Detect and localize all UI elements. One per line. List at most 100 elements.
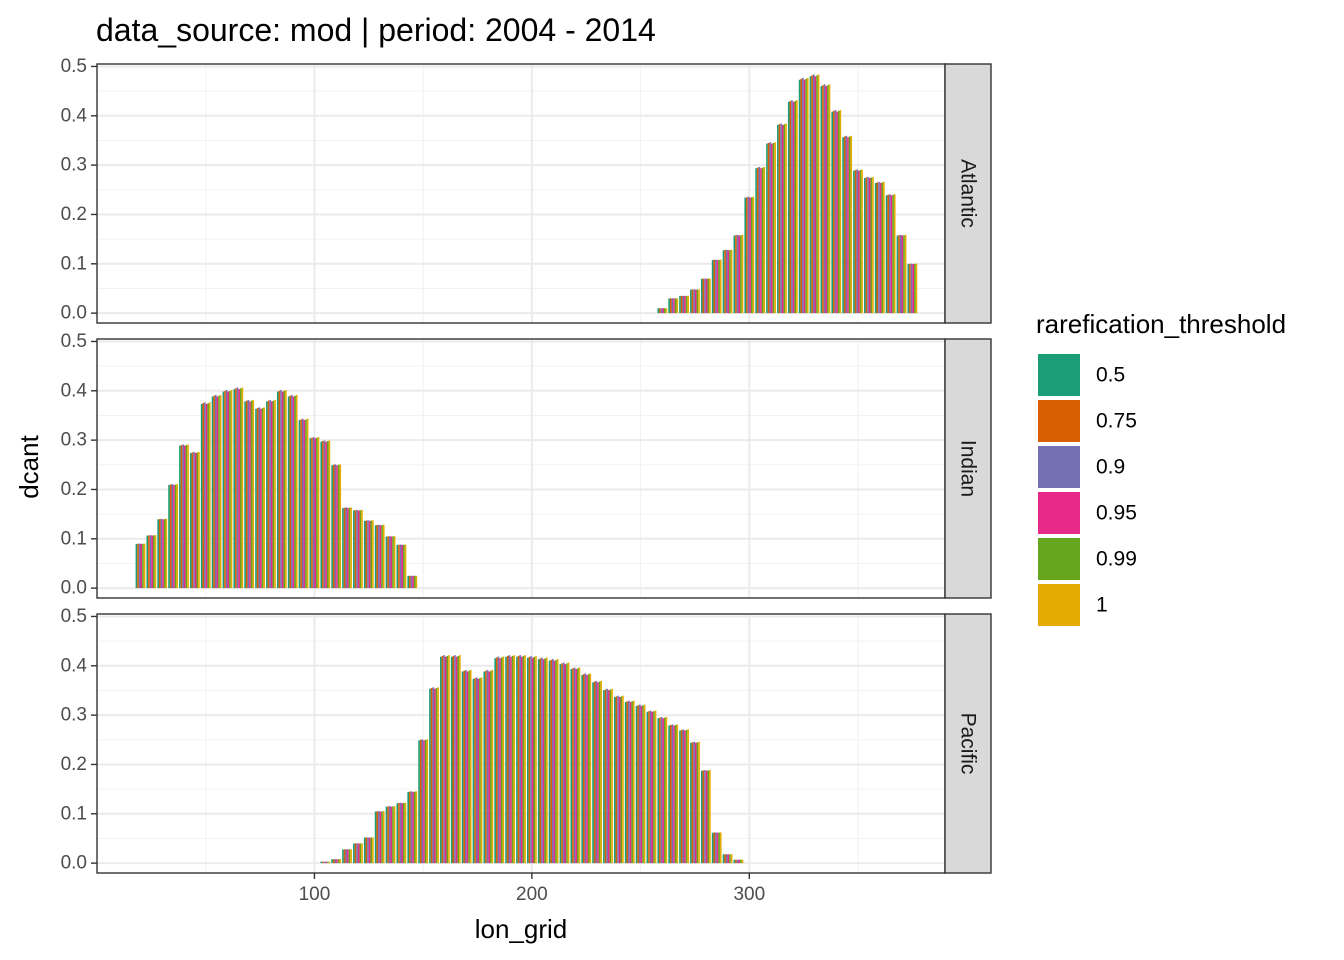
bar	[794, 101, 797, 314]
bar	[696, 742, 699, 864]
bar	[359, 843, 362, 864]
bar	[687, 295, 689, 314]
bar	[696, 289, 699, 314]
bar	[798, 79, 801, 314]
bar	[353, 510, 355, 589]
bar	[137, 543, 139, 589]
bar	[796, 100, 798, 314]
bar	[437, 687, 439, 864]
bar	[365, 520, 368, 589]
bar	[629, 701, 632, 864]
bar	[836, 111, 838, 314]
bar	[238, 389, 240, 589]
y-tick-label: 0.0	[61, 578, 87, 599]
bar	[740, 859, 742, 864]
bar	[336, 465, 338, 589]
bar	[736, 859, 739, 864]
bar	[845, 135, 848, 314]
bar	[472, 678, 475, 864]
bar	[224, 390, 226, 589]
bar	[872, 176, 874, 314]
bar	[255, 408, 257, 589]
bar	[200, 403, 203, 589]
bar	[294, 395, 296, 589]
bar	[325, 861, 327, 864]
bar	[709, 770, 711, 864]
bar	[548, 660, 551, 864]
bar	[385, 806, 388, 864]
bar	[276, 391, 279, 589]
bar	[424, 739, 427, 864]
y-tick-label: 0.1	[61, 803, 87, 824]
bar	[455, 656, 458, 864]
bar	[361, 843, 363, 864]
bar	[289, 395, 292, 589]
bar	[376, 811, 379, 864]
bar	[889, 194, 891, 314]
bar	[663, 717, 666, 864]
bar	[469, 669, 472, 864]
bar	[317, 437, 320, 589]
bar	[878, 181, 880, 314]
bar	[214, 394, 217, 589]
bar	[198, 451, 200, 589]
bar	[301, 418, 304, 589]
bar	[388, 806, 391, 864]
bar	[365, 837, 368, 864]
facet-strip	[944, 63, 992, 324]
bar	[820, 86, 823, 314]
bar	[576, 668, 579, 864]
bar	[772, 142, 775, 314]
bar	[332, 859, 335, 864]
bar	[680, 295, 683, 314]
bar	[403, 544, 405, 589]
bar	[465, 669, 467, 864]
bar	[912, 263, 915, 314]
bar	[370, 837, 373, 864]
bar	[235, 388, 237, 589]
bar	[735, 235, 737, 314]
bar	[833, 110, 835, 314]
bar	[822, 85, 824, 314]
bar	[521, 656, 523, 864]
bar	[269, 399, 271, 589]
bar	[719, 832, 722, 864]
bar	[823, 84, 826, 314]
legend-label: 1	[1096, 594, 1108, 617]
bar	[432, 687, 435, 864]
bar	[690, 742, 692, 864]
bar	[312, 437, 315, 589]
bar	[622, 695, 624, 864]
bar	[669, 298, 672, 314]
bar	[592, 682, 594, 864]
bar	[611, 688, 613, 864]
bar	[802, 77, 804, 314]
bar	[628, 700, 630, 864]
bar	[892, 194, 894, 314]
bar	[662, 718, 664, 864]
bar	[646, 711, 649, 864]
bar	[620, 696, 623, 864]
bar	[135, 543, 138, 589]
bar	[491, 669, 494, 864]
bar	[715, 259, 717, 314]
bar	[227, 391, 230, 589]
bar	[322, 861, 324, 864]
bar	[339, 464, 342, 589]
bar	[581, 674, 583, 864]
panel-atlantic: Atlantic 0.0 0.1 0.2 0.3 0.4 0.5	[61, 56, 992, 324]
bar	[354, 843, 357, 864]
bar	[202, 403, 205, 589]
bar	[865, 177, 868, 314]
bar	[398, 544, 400, 589]
bar	[169, 484, 172, 589]
bar	[587, 674, 590, 864]
bar	[348, 507, 351, 589]
bar	[615, 696, 618, 864]
bar	[671, 298, 674, 314]
y-tick-label: 0.2	[61, 479, 87, 500]
bar	[733, 859, 736, 864]
bar	[343, 507, 346, 589]
bar	[526, 657, 529, 864]
bar	[868, 178, 871, 314]
